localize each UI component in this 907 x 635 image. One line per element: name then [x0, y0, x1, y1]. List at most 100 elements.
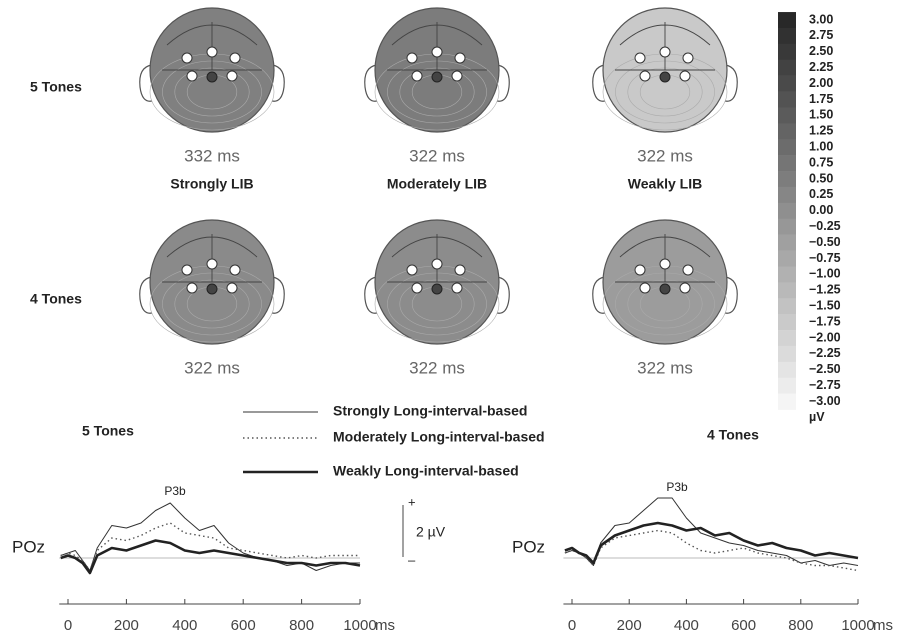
electrode — [452, 71, 462, 81]
legend-label: Weakly Long-interval-based — [333, 463, 519, 479]
colorbar-tick-label: 1.25 — [809, 124, 833, 138]
colorbar-tick-label: 2.75 — [809, 28, 833, 42]
x-tick-label: 800 — [788, 617, 813, 634]
row-label: 4 Tones — [30, 291, 82, 307]
colorbar-cell — [778, 171, 796, 187]
colorbar-tick-label: −1.75 — [809, 314, 841, 328]
electrode — [407, 265, 417, 275]
x-tick-label: 0 — [568, 617, 576, 634]
latency-label: 322 ms — [409, 358, 465, 377]
electrode-poz — [660, 284, 670, 294]
colorbar-cell — [778, 139, 796, 155]
electrode-poz — [660, 72, 670, 82]
chart-title: 4 Tones — [707, 427, 759, 443]
electrode — [187, 71, 197, 81]
colorbar-tick-label: 0.00 — [809, 203, 833, 217]
x-axis-label: ms — [375, 617, 395, 634]
row-label: 5 Tones — [30, 79, 82, 95]
electrode — [182, 53, 192, 63]
x-tick-label: 600 — [231, 617, 256, 634]
scale-label: 2 µV — [416, 524, 446, 540]
latency-label: 322 ms — [184, 358, 240, 377]
colorbar-tick-label: −2.75 — [809, 378, 841, 392]
colorbar-cell — [778, 219, 796, 235]
colorbar-tick-label: 2.50 — [809, 44, 833, 58]
colorbar-tick-label: 1.75 — [809, 92, 833, 106]
x-tick-label: 200 — [617, 617, 642, 634]
colorbar-tick-label: −2.00 — [809, 330, 841, 344]
colorbar-cell — [778, 123, 796, 139]
colorbar-cell — [778, 266, 796, 282]
electrode — [635, 265, 645, 275]
latency-label: 332 ms — [184, 146, 240, 165]
x-tick-label: 400 — [674, 617, 699, 634]
colorbar-tick-label: 1.50 — [809, 108, 833, 122]
colorbar-tick-label: 1.00 — [809, 139, 833, 153]
x-tick-label: 1000 — [841, 617, 874, 634]
colorbar-cell — [778, 282, 796, 298]
column-label: Strongly LIB — [170, 176, 253, 192]
electrode — [227, 71, 237, 81]
electrode — [432, 259, 442, 269]
electrode-poz — [207, 284, 217, 294]
colorbar-cell — [778, 12, 796, 28]
colorbar-tick-label: −3.00 — [809, 394, 841, 408]
colorbar-cell — [778, 60, 796, 76]
legend-label: Strongly Long-interval-based — [333, 403, 527, 419]
electrode — [635, 53, 645, 63]
colorbar-cell — [778, 76, 796, 92]
electrode — [227, 283, 237, 293]
electrode — [640, 283, 650, 293]
electrode-poz — [432, 284, 442, 294]
x-tick-label: 0 — [64, 617, 72, 634]
colorbar-tick-label: 2.00 — [809, 76, 833, 90]
x-axis-label: ms — [873, 617, 893, 634]
electrode — [230, 265, 240, 275]
colorbar-cell — [778, 378, 796, 394]
colorbar-tick-label: −0.75 — [809, 251, 841, 265]
colorbar-tick-label: −2.25 — [809, 346, 841, 360]
colorbar-cell — [778, 187, 796, 203]
colorbar-unit: µV — [809, 410, 825, 424]
figure: 5 Tones 4 Tones Strongly LIB Moderately LIB… — [0, 0, 907, 635]
colorbar-cell — [778, 330, 796, 346]
colorbar-tick-label: 0.75 — [809, 155, 833, 169]
scale-plus: + — [408, 494, 416, 509]
electrode — [412, 283, 422, 293]
colorbar-cell — [778, 314, 796, 330]
electrode — [660, 259, 670, 269]
electrode — [455, 265, 465, 275]
colorbar-tick-label: −0.25 — [809, 219, 841, 233]
colorbar-cell — [778, 235, 796, 251]
electrode — [680, 283, 690, 293]
electrode — [182, 265, 192, 275]
colorbar-cell — [778, 44, 796, 60]
electrode — [187, 283, 197, 293]
electrode — [230, 53, 240, 63]
y-axis-label: POz — [512, 537, 545, 556]
colorbar-tick-label: −1.50 — [809, 298, 841, 312]
electrode — [680, 71, 690, 81]
latency-label: 322 ms — [637, 146, 693, 165]
electrode — [407, 53, 417, 63]
peak-annotation: P3b — [164, 484, 186, 498]
colorbar-tick-label: −1.25 — [809, 283, 841, 297]
y-axis-label: POz — [12, 537, 45, 556]
colorbar-tick-label: −0.50 — [809, 235, 841, 249]
x-tick-label: 400 — [172, 617, 197, 634]
colorbar-cell — [778, 251, 796, 267]
peak-annotation: P3b — [666, 480, 688, 494]
chart-title: 5 Tones — [82, 423, 134, 439]
colorbar-cell — [778, 298, 796, 314]
colorbar-tick-label: −2.50 — [809, 362, 841, 376]
colorbar-cell — [778, 362, 796, 378]
colorbar-cell — [778, 203, 796, 219]
column-label: Moderately LIB — [387, 176, 487, 192]
colorbar-tick-label: 0.25 — [809, 187, 833, 201]
electrode — [683, 265, 693, 275]
legend-label: Moderately Long-interval-based — [333, 429, 545, 445]
electrode — [207, 47, 217, 57]
latency-label: 322 ms — [409, 146, 465, 165]
colorbar-cell — [778, 155, 796, 171]
colorbar-cell — [778, 346, 796, 362]
